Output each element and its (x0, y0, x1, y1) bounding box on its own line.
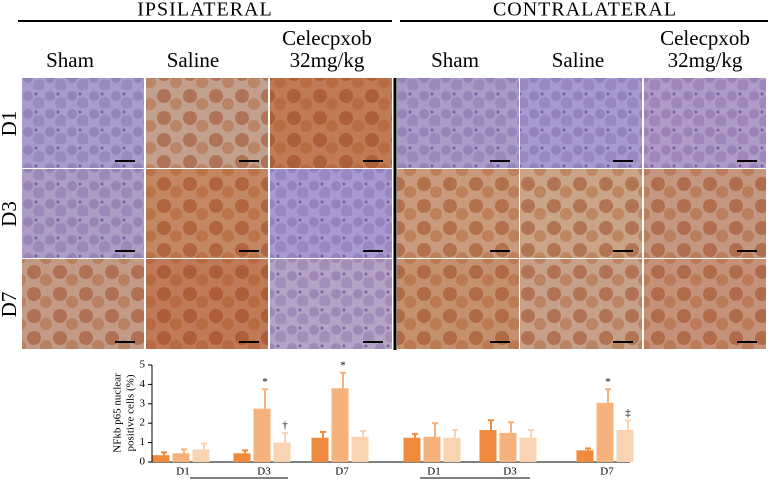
bar (576, 450, 594, 462)
micrograph-texture (520, 169, 642, 258)
significance-marker: * (262, 376, 268, 388)
x-tick-label: D1 (176, 466, 189, 478)
micrograph-texture (22, 259, 144, 349)
micrograph-texture (644, 169, 766, 258)
bar (152, 455, 170, 462)
micrograph-texture (22, 169, 144, 258)
row-label: D7 (0, 292, 21, 318)
bar (519, 437, 537, 462)
micrograph-texture (644, 78, 766, 168)
bar (351, 436, 369, 462)
column-label: Saline (552, 48, 605, 72)
group-title: CONTRALATERAL (493, 0, 677, 21)
bar (596, 402, 614, 462)
micrograph-texture (270, 78, 392, 168)
bar (311, 437, 329, 462)
column-label: 32mg/kg (290, 48, 365, 72)
micrograph-texture (22, 78, 144, 168)
bar (273, 442, 291, 462)
column-label: 32mg/kg (668, 48, 743, 72)
x-tick-label: D7 (335, 466, 349, 478)
micrograph-texture (146, 78, 268, 168)
y-tick-label: 3 (140, 397, 146, 409)
micrograph-texture (270, 169, 392, 258)
bar (499, 432, 517, 462)
micrograph-texture (520, 259, 642, 349)
significance-marker: ‡ (625, 407, 631, 419)
micrograph-texture (397, 259, 519, 349)
column-label: Celecpxob (660, 26, 750, 50)
bar (403, 437, 421, 462)
x-tick-label: D7 (600, 466, 614, 478)
micrograph-texture (397, 78, 519, 168)
x-tick-label: D1 (427, 466, 440, 478)
y-axis-label: NFkb p65 nuclear (112, 373, 124, 453)
micrograph-texture (520, 78, 642, 168)
bar (479, 429, 497, 462)
bar (233, 453, 251, 462)
x-tick-label: D3 (257, 466, 271, 478)
bar (253, 408, 271, 462)
bar (616, 429, 634, 462)
micrograph-texture (397, 169, 519, 258)
y-tick-label: 0 (140, 456, 146, 468)
significance-marker: * (605, 376, 611, 388)
y-tick-label: 5 (140, 359, 146, 371)
y-tick-label: 4 (140, 378, 146, 390)
group-title: IPSILATERAL (137, 0, 272, 21)
x-tick-label: D3 (503, 466, 517, 478)
bar (172, 453, 190, 462)
bar (192, 449, 210, 462)
significance-marker: * (340, 359, 346, 371)
y-axis-label: positive cells (%) (125, 374, 137, 451)
row-label: D1 (0, 111, 21, 137)
column-label: Sham (431, 48, 479, 72)
micrograph-texture (146, 169, 268, 258)
bar (443, 437, 461, 462)
bar (331, 388, 349, 462)
y-tick-label: 1 (140, 436, 146, 448)
column-label: Saline (167, 48, 220, 72)
column-label: Sham (46, 48, 94, 72)
micrograph-texture (270, 259, 392, 349)
micrograph-texture (146, 259, 268, 349)
micrograph-texture (644, 259, 766, 349)
column-label: Celecpxob (282, 26, 372, 50)
row-label: D3 (0, 201, 21, 227)
bar (423, 436, 441, 462)
significance-marker: † (282, 419, 288, 431)
y-tick-label: 2 (140, 417, 146, 429)
